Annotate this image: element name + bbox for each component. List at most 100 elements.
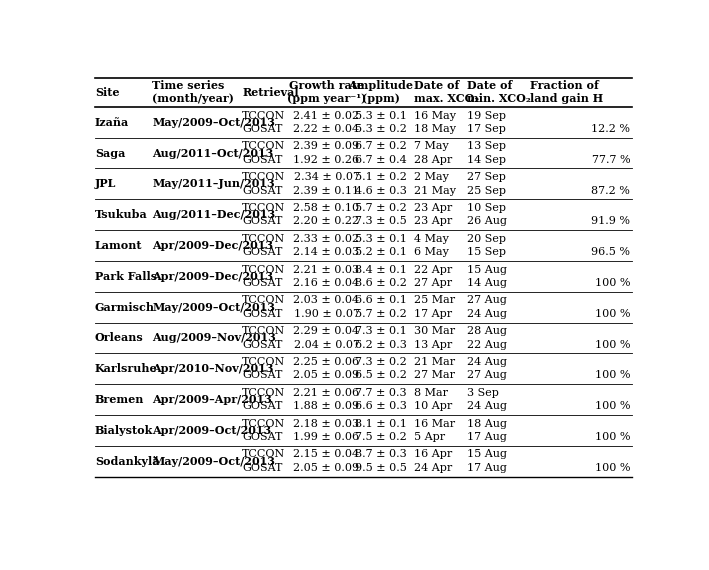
- Text: Amplitude
(ppm): Amplitude (ppm): [348, 80, 413, 104]
- Text: 21 May: 21 May: [414, 186, 456, 196]
- Text: 8.7 ± 0.3: 8.7 ± 0.3: [355, 449, 407, 459]
- Text: 5.7 ± 0.2: 5.7 ± 0.2: [355, 309, 407, 319]
- Text: 5 Apr: 5 Apr: [414, 432, 445, 442]
- Text: 2.39 ± 0.11: 2.39 ± 0.11: [294, 186, 359, 196]
- Text: GOSAT: GOSAT: [242, 247, 282, 257]
- Text: 20 Sep: 20 Sep: [467, 234, 506, 244]
- Text: GOSAT: GOSAT: [242, 401, 282, 412]
- Text: 13 Apr: 13 Apr: [414, 340, 452, 349]
- Text: 2.16 ± 0.04: 2.16 ± 0.04: [294, 278, 359, 288]
- Text: 9.5 ± 0.5: 9.5 ± 0.5: [355, 463, 407, 473]
- Text: 4 May: 4 May: [414, 234, 449, 244]
- Text: 96.5 %: 96.5 %: [591, 247, 630, 257]
- Text: 8.1 ± 0.1: 8.1 ± 0.1: [355, 418, 407, 429]
- Text: GOSAT: GOSAT: [242, 340, 282, 349]
- Text: 7.3 ± 0.5: 7.3 ± 0.5: [355, 217, 407, 226]
- Text: Orleans: Orleans: [95, 332, 144, 343]
- Text: TCCON: TCCON: [242, 111, 285, 120]
- Text: GOSAT: GOSAT: [242, 217, 282, 226]
- Text: 2.21 ± 0.03: 2.21 ± 0.03: [294, 264, 359, 275]
- Text: Lamont: Lamont: [95, 240, 143, 251]
- Text: 100 %: 100 %: [595, 370, 630, 381]
- Text: 7 May: 7 May: [414, 141, 449, 151]
- Text: Karlsruhe: Karlsruhe: [95, 363, 157, 374]
- Text: 2.25 ± 0.06: 2.25 ± 0.06: [294, 357, 359, 367]
- Text: 2.04 ± 0.07: 2.04 ± 0.07: [294, 340, 359, 349]
- Text: TCCON: TCCON: [242, 234, 285, 244]
- Text: 24 Apr: 24 Apr: [414, 463, 452, 473]
- Text: TCCON: TCCON: [242, 388, 285, 398]
- Text: 15 Aug: 15 Aug: [467, 264, 507, 275]
- Text: 2.18 ± 0.03: 2.18 ± 0.03: [294, 418, 359, 429]
- Text: Date of
min. XCO₂: Date of min. XCO₂: [467, 80, 530, 104]
- Text: 17 Aug: 17 Aug: [467, 463, 507, 473]
- Text: 2 May: 2 May: [414, 172, 449, 182]
- Text: TCCON: TCCON: [242, 326, 285, 336]
- Text: Growth rate
(ppm year⁻¹): Growth rate (ppm year⁻¹): [287, 80, 366, 104]
- Text: TCCON: TCCON: [242, 357, 285, 367]
- Text: JPL: JPL: [95, 178, 116, 189]
- Text: 1.90 ± 0.07: 1.90 ± 0.07: [294, 309, 359, 319]
- Text: Izaña: Izaña: [95, 117, 129, 128]
- Text: May/2009–Oct/2013: May/2009–Oct/2013: [152, 455, 275, 467]
- Text: 27 Sep: 27 Sep: [467, 172, 506, 182]
- Text: 25 Sep: 25 Sep: [467, 186, 506, 196]
- Text: 5.1 ± 0.2: 5.1 ± 0.2: [355, 172, 407, 182]
- Text: 22 Aug: 22 Aug: [467, 340, 507, 349]
- Text: 5.3 ± 0.1: 5.3 ± 0.1: [355, 111, 407, 120]
- Text: 30 Mar: 30 Mar: [414, 326, 455, 336]
- Text: 1.92 ± 0.26: 1.92 ± 0.26: [294, 155, 359, 165]
- Text: 15 Aug: 15 Aug: [467, 449, 507, 459]
- Text: 23 Apr: 23 Apr: [414, 217, 452, 226]
- Text: 91.9 %: 91.9 %: [591, 217, 630, 226]
- Text: TCCON: TCCON: [242, 172, 285, 182]
- Text: 18 Aug: 18 Aug: [467, 418, 507, 429]
- Text: 27 Aug: 27 Aug: [467, 295, 507, 306]
- Text: GOSAT: GOSAT: [242, 278, 282, 288]
- Text: Apr/2009–Dec/2013: Apr/2009–Dec/2013: [152, 271, 273, 282]
- Text: Sodankylä: Sodankylä: [95, 455, 160, 467]
- Text: 22 Apr: 22 Apr: [414, 264, 452, 275]
- Text: 1.99 ± 0.06: 1.99 ± 0.06: [294, 432, 359, 442]
- Text: 6.6 ± 0.1: 6.6 ± 0.1: [355, 295, 407, 306]
- Text: 7.3 ± 0.1: 7.3 ± 0.1: [355, 326, 407, 336]
- Text: 27 Aug: 27 Aug: [467, 370, 507, 381]
- Text: 16 Apr: 16 Apr: [414, 449, 452, 459]
- Text: 24 Aug: 24 Aug: [467, 309, 507, 319]
- Text: GOSAT: GOSAT: [242, 155, 282, 165]
- Text: Fraction of
land gain H: Fraction of land gain H: [530, 80, 603, 104]
- Text: 77.7 %: 77.7 %: [592, 155, 630, 165]
- Text: 28 Apr: 28 Apr: [414, 155, 452, 165]
- Text: 4.6 ± 0.3: 4.6 ± 0.3: [355, 186, 407, 196]
- Text: 24 Aug: 24 Aug: [467, 401, 507, 412]
- Text: Site: Site: [95, 87, 119, 98]
- Text: 7.7 ± 0.3: 7.7 ± 0.3: [355, 388, 407, 398]
- Text: 2.20 ± 0.22: 2.20 ± 0.22: [294, 217, 359, 226]
- Text: 3 Sep: 3 Sep: [467, 388, 498, 398]
- Text: 15 Sep: 15 Sep: [467, 247, 506, 257]
- Text: Aug/2009–Nov/2013: Aug/2009–Nov/2013: [152, 332, 276, 343]
- Text: Saga: Saga: [95, 148, 125, 158]
- Text: Time series
(month/year): Time series (month/year): [152, 80, 234, 104]
- Text: Tsukuba: Tsukuba: [95, 209, 147, 220]
- Text: 19 Sep: 19 Sep: [467, 111, 506, 120]
- Text: 100 %: 100 %: [595, 401, 630, 412]
- Text: 2.22 ± 0.04: 2.22 ± 0.04: [294, 124, 359, 134]
- Text: May/2009–Oct/2013: May/2009–Oct/2013: [152, 117, 275, 128]
- Text: 12.2 %: 12.2 %: [591, 124, 630, 134]
- Text: 2.29 ± 0.04: 2.29 ± 0.04: [294, 326, 359, 336]
- Text: 6.2 ± 0.3: 6.2 ± 0.3: [355, 340, 407, 349]
- Text: 2.33 ± 0.02: 2.33 ± 0.02: [294, 234, 359, 244]
- Text: 2.05 ± 0.09: 2.05 ± 0.09: [294, 463, 359, 473]
- Text: May/2009–Oct/2013: May/2009–Oct/2013: [152, 302, 275, 312]
- Text: 6.6 ± 0.3: 6.6 ± 0.3: [355, 401, 407, 412]
- Text: 2.21 ± 0.06: 2.21 ± 0.06: [294, 388, 359, 398]
- Text: 14 Sep: 14 Sep: [467, 155, 506, 165]
- Text: 100 %: 100 %: [595, 309, 630, 319]
- Text: GOSAT: GOSAT: [242, 370, 282, 381]
- Text: Apr/2009–Oct/2013: Apr/2009–Oct/2013: [152, 425, 272, 436]
- Text: 24 Aug: 24 Aug: [467, 357, 507, 367]
- Text: 7.3 ± 0.2: 7.3 ± 0.2: [355, 357, 407, 367]
- Text: 100 %: 100 %: [595, 340, 630, 349]
- Text: 8 Mar: 8 Mar: [414, 388, 448, 398]
